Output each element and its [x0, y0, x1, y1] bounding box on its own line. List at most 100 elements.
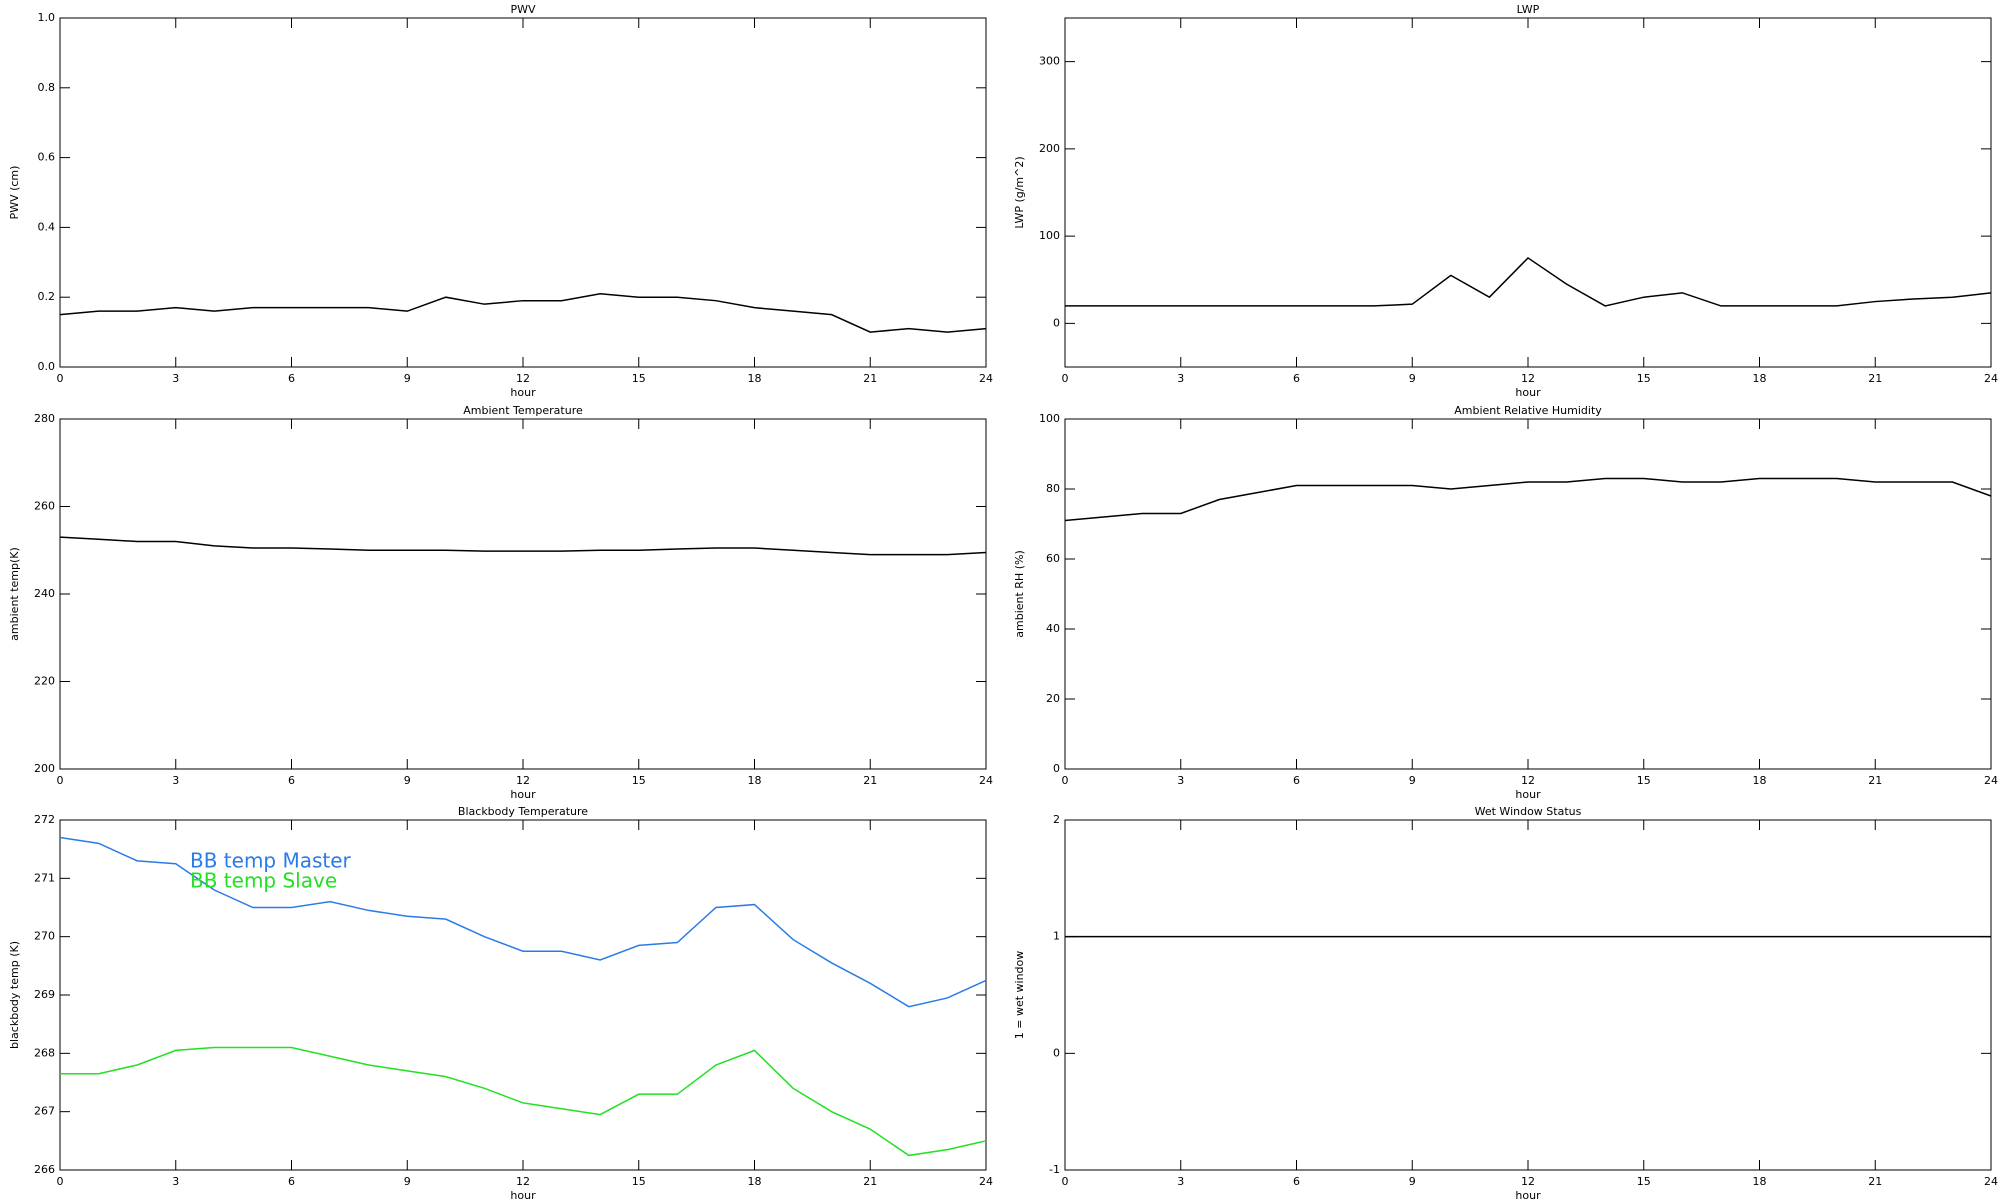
x-tick-label: 3	[1177, 372, 1184, 385]
x-tick-label: 12	[1521, 1175, 1535, 1188]
y-tick-label: 271	[34, 871, 55, 884]
series-line	[1065, 256, 1992, 307]
x-tick-label: 0	[57, 372, 64, 385]
y-axis-label: LWP (g/m^2)	[1013, 156, 1026, 228]
x-tick-label: 24	[979, 1175, 993, 1188]
y-tick-label: 268	[34, 1046, 55, 1059]
x-tick-label: 12	[516, 372, 530, 385]
x-tick-label: 24	[979, 774, 993, 787]
y-tick-label: 0.8	[38, 81, 56, 94]
x-tick-label: 15	[632, 372, 646, 385]
x-tick-label: 18	[748, 774, 762, 787]
x-tick-label: 12	[1521, 774, 1535, 787]
y-axis-label: ambient RH (%)	[1013, 550, 1026, 638]
y-tick-label: 200	[34, 762, 55, 775]
y-tick-label: 20	[1046, 692, 1060, 705]
y-axis-label: blackbody temp (K)	[8, 941, 21, 1049]
y-tick-label: 0.0	[38, 360, 56, 373]
y-tick-label: 100	[1039, 229, 1060, 242]
x-tick-label: 6	[288, 1175, 295, 1188]
x-tick-label: 6	[1293, 1175, 1300, 1188]
y-tick-label: 240	[34, 587, 55, 600]
x-tick-label: 18	[1753, 372, 1767, 385]
chart-title: PWV	[510, 3, 536, 16]
x-axis-label: hour	[510, 386, 536, 399]
x-tick-label: 3	[1177, 774, 1184, 787]
y-tick-label: 267	[34, 1105, 55, 1118]
y-axis-label: ambient temp(K)	[8, 547, 21, 641]
x-tick-label: 21	[863, 774, 877, 787]
chart-title: Wet Window Status	[1475, 805, 1582, 818]
x-tick-label: 9	[404, 372, 411, 385]
x-axis-label: hour	[1515, 788, 1541, 801]
x-tick-label: 6	[1293, 372, 1300, 385]
y-tick-label: 40	[1046, 622, 1060, 635]
series-line	[60, 1046, 987, 1157]
x-tick-label: 21	[1868, 774, 1882, 787]
x-tick-label: 3	[172, 372, 179, 385]
y-tick-label: 266	[34, 1163, 55, 1176]
x-tick-label: 15	[1637, 774, 1651, 787]
x-tick-label: 24	[979, 372, 993, 385]
x-tick-label: 15	[1637, 372, 1651, 385]
x-tick-label: 21	[863, 1175, 877, 1188]
x-tick-label: 9	[1409, 372, 1416, 385]
x-tick-label: 12	[516, 774, 530, 787]
y-tick-label: 270	[34, 930, 55, 943]
series-line	[1064, 477, 1992, 522]
x-tick-label: 18	[748, 1175, 762, 1188]
x-tick-label: 3	[1177, 1175, 1184, 1188]
y-axis-label: 1 = wet window	[1013, 951, 1026, 1040]
x-tick-label: 0	[1062, 774, 1069, 787]
series-line	[59, 836, 987, 1008]
y-tick-label: 1	[1053, 930, 1060, 943]
y-tick-label: 0.4	[38, 220, 56, 233]
x-tick-label: 18	[1753, 1175, 1767, 1188]
x-tick-label: 21	[863, 372, 877, 385]
series-line	[59, 536, 987, 556]
x-axis-label: hour	[1515, 1189, 1541, 1200]
x-tick-label: 6	[288, 774, 295, 787]
plot-frame	[59, 17, 987, 368]
plot-frame	[1064, 17, 1992, 368]
y-tick-label: 0.2	[38, 290, 56, 303]
x-tick-label: 24	[1984, 372, 1998, 385]
x-tick-label: 12	[1521, 372, 1535, 385]
y-tick-label: 269	[34, 988, 55, 1001]
chart-title: LWP	[1517, 3, 1540, 16]
x-tick-label: 9	[1409, 774, 1416, 787]
x-tick-label: 6	[288, 372, 295, 385]
x-tick-label: 0	[57, 1175, 64, 1188]
x-tick-label: 3	[172, 1175, 179, 1188]
x-tick-label: 12	[516, 1175, 530, 1188]
y-tick-label: -1	[1049, 1163, 1060, 1176]
y-tick-label: 272	[34, 813, 55, 826]
plot-frame	[1064, 819, 1992, 1171]
x-tick-label: 24	[1984, 774, 1998, 787]
series-line	[59, 292, 987, 333]
y-tick-label: 1.0	[38, 11, 56, 24]
x-tick-label: 15	[1637, 1175, 1651, 1188]
x-tick-label: 21	[1868, 1175, 1882, 1188]
chart-title: Ambient Relative Humidity	[1454, 404, 1602, 417]
x-tick-label: 0	[1062, 372, 1069, 385]
x-tick-label: 21	[1868, 372, 1882, 385]
x-tick-label: 0	[57, 774, 64, 787]
x-tick-label: 18	[748, 372, 762, 385]
chart-title: Blackbody Temperature	[458, 805, 588, 818]
y-tick-label: 0	[1053, 1046, 1060, 1059]
y-tick-label: 60	[1046, 552, 1060, 565]
y-tick-label: 300	[1039, 55, 1060, 68]
x-tick-label: 24	[1984, 1175, 1998, 1188]
y-tick-label: 0	[1053, 316, 1060, 329]
x-axis-label: hour	[510, 1189, 536, 1200]
y-tick-label: 80	[1046, 482, 1060, 495]
x-tick-label: 6	[1293, 774, 1300, 787]
x-tick-label: 9	[404, 1175, 411, 1188]
y-tick-label: 2	[1053, 813, 1060, 826]
x-tick-label: 0	[1062, 1175, 1069, 1188]
x-tick-label: 9	[404, 774, 411, 787]
y-tick-label: 280	[34, 412, 55, 425]
x-axis-label: hour	[1515, 386, 1541, 399]
legend-entry: BB temp Slave	[190, 869, 337, 893]
